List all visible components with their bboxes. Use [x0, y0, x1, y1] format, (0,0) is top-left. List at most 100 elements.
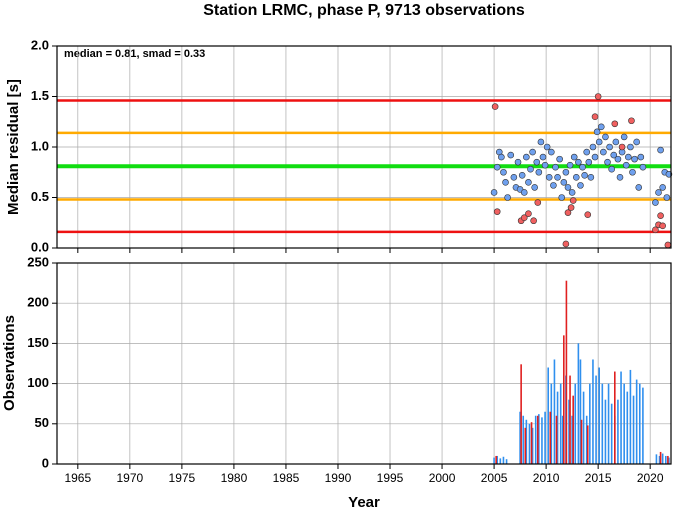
x-axis-label: Year	[348, 494, 380, 511]
y-tick-label: 1.5	[31, 88, 49, 103]
bar	[522, 415, 525, 464]
data-point	[594, 93, 602, 100]
bar	[528, 423, 531, 464]
data-point	[558, 194, 566, 201]
bar	[642, 387, 644, 464]
data-point	[525, 210, 532, 217]
data-point	[659, 222, 666, 230]
data-point	[520, 214, 528, 221]
data-point	[600, 148, 607, 156]
bar	[496, 455, 499, 464]
bar	[525, 419, 528, 464]
y-tick-label: 250	[27, 254, 49, 269]
data-point	[523, 153, 530, 161]
data-point	[556, 155, 563, 163]
chart-title: Station LRMC, phase P, 9713 observations	[203, 2, 525, 19]
x-tick-label: 1995	[377, 471, 404, 485]
bar	[592, 359, 594, 464]
data-point	[657, 212, 664, 219]
y-tick-label: 1.0	[31, 138, 49, 153]
bar	[635, 379, 638, 464]
data-point	[537, 138, 545, 146]
bar	[559, 383, 562, 464]
y-tick-label: 2.0	[31, 37, 49, 52]
data-point	[491, 103, 499, 110]
data-point	[552, 163, 559, 171]
bar	[664, 455, 667, 464]
bar	[668, 457, 670, 464]
bar	[632, 395, 635, 464]
bar	[495, 455, 497, 464]
data-point	[664, 241, 672, 249]
data-point	[577, 182, 584, 189]
data-point	[562, 168, 570, 176]
data-point	[502, 179, 509, 186]
data-point	[527, 165, 534, 173]
data-point	[539, 153, 547, 161]
data-point	[543, 143, 551, 151]
data-point	[635, 184, 643, 191]
bar	[626, 391, 629, 464]
data-point	[498, 153, 505, 161]
data-point	[616, 174, 624, 181]
data-point	[618, 143, 626, 151]
bar	[561, 415, 564, 464]
bar	[617, 399, 619, 464]
bar	[534, 415, 537, 464]
bar	[556, 391, 559, 464]
y-tick-label: 0.5	[31, 189, 49, 204]
bar	[620, 371, 622, 464]
data-point	[639, 163, 647, 171]
data-point	[545, 174, 553, 181]
bar	[638, 383, 641, 464]
bar	[610, 403, 613, 464]
data-point	[602, 133, 609, 141]
bar	[623, 383, 625, 464]
y-tick-label: 100	[27, 375, 49, 390]
data-point	[585, 158, 593, 166]
bar	[565, 280, 568, 464]
bar	[530, 422, 533, 464]
bar	[574, 383, 577, 464]
data-point	[579, 163, 586, 171]
data-point	[570, 153, 578, 161]
bar	[629, 369, 632, 464]
data-point	[604, 158, 611, 166]
bar	[580, 419, 583, 464]
data-point	[490, 189, 498, 196]
data-point	[568, 189, 576, 196]
bar	[655, 454, 658, 464]
bar	[549, 411, 552, 464]
data-point	[531, 184, 538, 191]
bar	[582, 391, 585, 464]
data-point	[587, 174, 595, 181]
data-point	[606, 143, 613, 151]
data-point	[612, 138, 620, 146]
data-point	[575, 158, 582, 166]
data-point	[550, 182, 557, 189]
bar	[571, 415, 573, 464]
data-point	[564, 209, 572, 216]
data-point	[625, 153, 632, 161]
data-point	[583, 148, 591, 156]
data-point	[533, 158, 541, 166]
data-point	[655, 189, 662, 196]
data-point	[529, 148, 536, 156]
bar	[524, 427, 527, 464]
x-tick-label: 1980	[221, 471, 248, 485]
bar	[586, 425, 589, 464]
bar	[553, 359, 556, 464]
bar	[531, 427, 534, 464]
bar	[502, 456, 505, 464]
bar	[579, 359, 582, 464]
data-point	[629, 168, 636, 176]
data-point	[548, 148, 555, 156]
bar	[505, 459, 508, 464]
bar	[569, 375, 571, 464]
x-tick-label: 1970	[116, 471, 143, 485]
data-point	[520, 189, 528, 196]
bar	[659, 451, 662, 464]
bar	[493, 457, 495, 464]
